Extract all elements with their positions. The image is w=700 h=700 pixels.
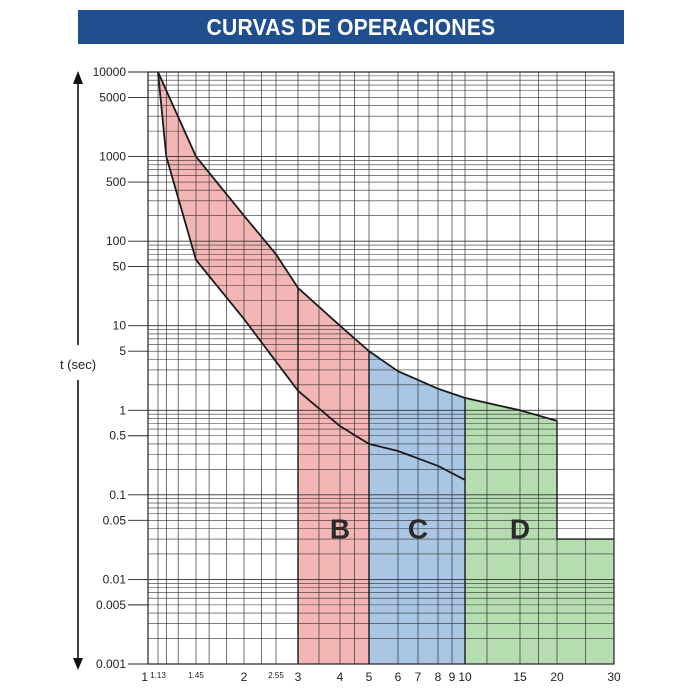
arrow-up-icon [73, 71, 83, 84]
x-tick-label: 7 [415, 670, 422, 684]
x-tick-label: 2 [241, 670, 248, 684]
y-axis-label: t (sec) [60, 357, 96, 372]
y-tick-label: 0.01 [103, 572, 127, 586]
region-fill-c [369, 351, 465, 664]
region-fill-d [465, 397, 557, 664]
x-tick-label: 5 [366, 670, 373, 684]
y-tick-label: 50 [113, 260, 127, 274]
y-tick-label: 5 [119, 344, 126, 358]
x-tick-label: 1.13 [150, 671, 166, 680]
step-boundary-line [556, 420, 614, 540]
chart-title: CURVAS DE OPERACIONES [206, 13, 496, 40]
y-tick-label: 10000 [93, 65, 127, 79]
x-tick-label: 30 [607, 670, 621, 684]
y-tick-label: 1 [119, 403, 126, 417]
y-tick-label: 0.05 [103, 513, 127, 527]
region-label-d: D [510, 514, 530, 545]
region-fill-b [298, 287, 369, 664]
upper-trip-curve [157, 71, 558, 422]
region-label-c: C [408, 514, 428, 545]
x-tick-label: 15 [513, 670, 527, 684]
y-tick-label: 0.001 [96, 657, 126, 671]
x-tick-label: 4 [337, 670, 344, 684]
x-tick-label: 3 [295, 670, 302, 684]
axis-layer: 10000 5000 1000 500 100 50 10 5 1 0.5 0.1 0.05 0.01 0… [60, 65, 621, 684]
x-tick-label: 2.55 [268, 671, 284, 680]
x-tick-label: 1.45 [188, 671, 204, 680]
plot-border [147, 71, 615, 665]
grid-layer [147, 71, 615, 665]
y-tick-label: 10 [113, 319, 127, 333]
x-tick-label: 1 [141, 670, 148, 684]
x-tick-label: 9 [449, 670, 456, 684]
lower-trip-curve [157, 71, 466, 481]
y-tick-label: 500 [106, 175, 126, 189]
y-tick-label: 0.1 [109, 488, 126, 502]
curves-layer [157, 71, 614, 664]
y-tick-label: 100 [106, 234, 126, 248]
y-tick-label: 1000 [99, 150, 126, 164]
y-tick-label: 0.005 [96, 598, 126, 612]
x-tick-label: 8 [435, 670, 442, 684]
y-tick-label: 5000 [99, 90, 126, 104]
arrow-down-icon [73, 658, 83, 670]
x-tick-label: 10 [458, 670, 472, 684]
region-label-b: B [330, 514, 350, 545]
y-tick-label: 0.5 [109, 429, 126, 443]
x-tick-label: 6 [395, 670, 402, 684]
chart-title-bar: CURVAS DE OPERACIONES [78, 10, 624, 44]
labels-layer: B C D [330, 514, 530, 545]
x-tick-label: 20 [550, 670, 564, 684]
